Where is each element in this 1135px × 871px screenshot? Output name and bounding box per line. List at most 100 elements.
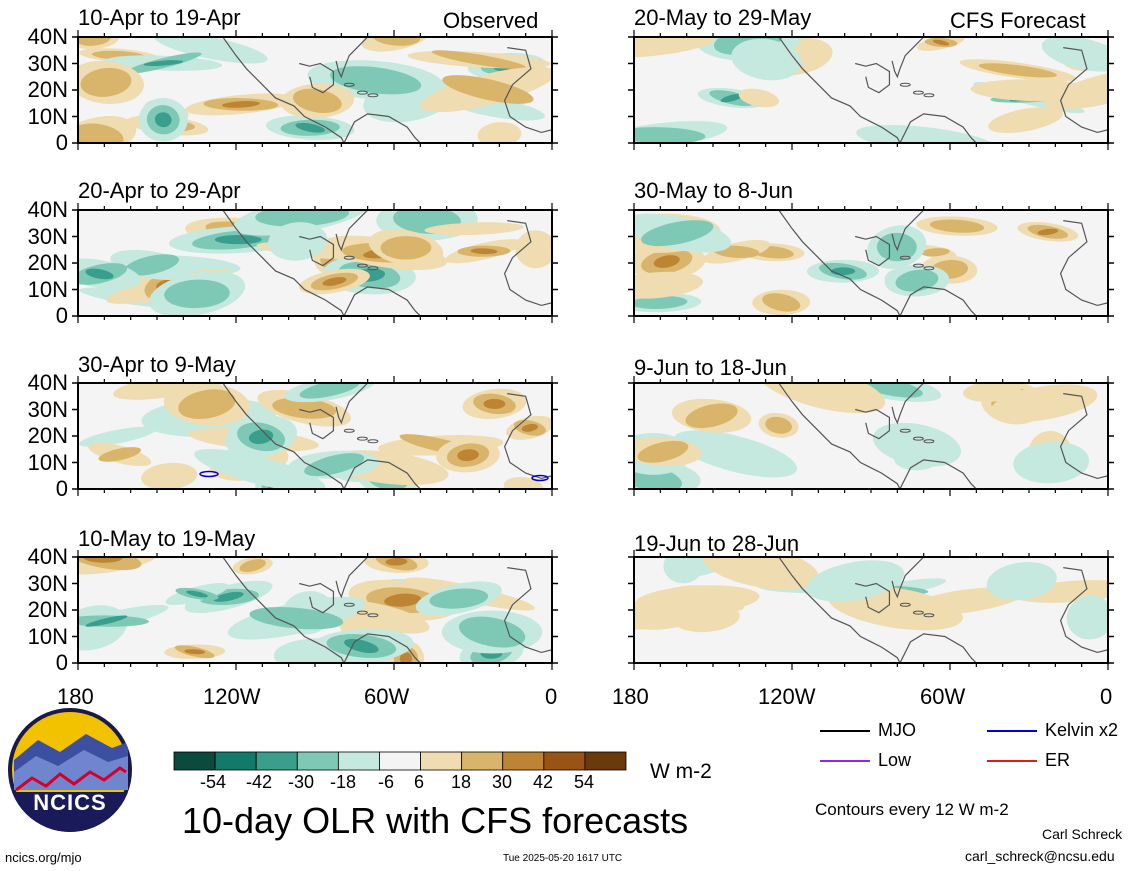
legend-low-label: Low bbox=[878, 750, 912, 770]
y-tick-label: 40N bbox=[27, 544, 68, 569]
olr-anomaly-blob bbox=[989, 384, 1098, 422]
olr-anomaly-blob bbox=[978, 63, 1057, 78]
forecast-label: CFS Forecast bbox=[950, 8, 1086, 33]
olr-anomaly-blob bbox=[141, 462, 198, 489]
coastline bbox=[343, 113, 421, 143]
olr-anomaly-blob bbox=[78, 37, 111, 46]
olr-anomaly-blob bbox=[385, 557, 408, 566]
olr-anomaly-blob bbox=[731, 38, 802, 81]
olr-anomaly-blob bbox=[634, 37, 715, 58]
olr-anomaly-blob bbox=[738, 88, 779, 108]
coastline bbox=[299, 62, 335, 94]
observed-label: Observed bbox=[443, 8, 539, 33]
olr-anomaly-blob bbox=[653, 255, 680, 268]
island bbox=[923, 266, 935, 271]
coastline bbox=[855, 62, 891, 94]
coastline bbox=[855, 582, 891, 614]
olr-anomaly-blob bbox=[429, 588, 489, 609]
olr-anomaly-blob bbox=[895, 269, 939, 292]
y-tick-label: 20N bbox=[27, 77, 68, 102]
olr-anomaly-blob bbox=[178, 389, 236, 420]
y-tick-label: 30N bbox=[27, 396, 68, 422]
contour-note: Contours every 12 W m-2 bbox=[815, 800, 1009, 819]
olr-anomaly-blob bbox=[1013, 441, 1090, 484]
coastline bbox=[299, 582, 335, 614]
y-tick-label: 0 bbox=[55, 303, 68, 328]
island bbox=[912, 610, 924, 615]
olr-panel bbox=[72, 376, 558, 496]
olr-anomaly-blob bbox=[154, 112, 172, 128]
y-tick-label: 10N bbox=[27, 449, 68, 475]
island bbox=[356, 436, 368, 441]
coastline bbox=[855, 235, 891, 267]
y-tick-label: 40N bbox=[27, 370, 68, 395]
olr-anomaly-blob bbox=[986, 562, 1057, 601]
coastline bbox=[891, 37, 925, 79]
coastline bbox=[1059, 47, 1108, 134]
y-tick-label: 20N bbox=[27, 597, 68, 622]
island bbox=[923, 613, 935, 618]
y-tick-label: 30N bbox=[27, 223, 68, 249]
coastline bbox=[503, 220, 552, 307]
x-tick-0-right: 0 bbox=[1100, 684, 1113, 709]
email[interactable]: carl_schreck@ncsu.edu bbox=[965, 848, 1115, 864]
colorbar-swatch bbox=[461, 751, 504, 771]
olr-anomaly-blob bbox=[239, 559, 266, 573]
coastline bbox=[335, 210, 369, 252]
coastline bbox=[778, 210, 901, 316]
island bbox=[367, 266, 379, 271]
colorbar-label: -54 bbox=[200, 772, 227, 792]
x-tick-180-left: 180 bbox=[57, 684, 94, 709]
colorbar-swatch bbox=[296, 751, 339, 771]
island bbox=[923, 93, 935, 98]
olr-anomaly-blob bbox=[268, 222, 328, 261]
kelvin-contour bbox=[199, 470, 219, 478]
olr-anomaly-blob bbox=[634, 271, 704, 299]
olr-anomaly-blob bbox=[184, 649, 206, 655]
olr-anomaly-blob bbox=[641, 220, 714, 247]
olr-anomaly-blob bbox=[344, 638, 379, 654]
olr-panel bbox=[72, 203, 558, 323]
colorbar-swatch bbox=[420, 751, 463, 771]
island bbox=[899, 255, 911, 260]
olr-anomaly-blob bbox=[673, 430, 798, 478]
olr-anomaly-blob bbox=[80, 67, 132, 97]
olr-anomaly-blob bbox=[893, 445, 941, 471]
island bbox=[343, 255, 355, 260]
coastline bbox=[891, 210, 925, 252]
coastline bbox=[899, 633, 977, 663]
x-tick-0-left: 0 bbox=[545, 684, 558, 709]
olr-anomaly-blob bbox=[295, 122, 326, 133]
olr-anomaly-blob bbox=[685, 403, 738, 429]
olr-anomaly-blob bbox=[330, 66, 422, 95]
olr-anomaly-blob bbox=[634, 295, 688, 309]
olr-anomaly-blob bbox=[876, 232, 917, 262]
olr-anomaly-blob bbox=[113, 383, 230, 400]
olr-anomaly-blob bbox=[483, 398, 506, 409]
colorbar-swatch bbox=[337, 751, 380, 771]
olr-anomaly-blob bbox=[1037, 228, 1059, 236]
olr-panel bbox=[72, 30, 558, 150]
olr-anomaly-blob bbox=[124, 254, 180, 276]
island bbox=[923, 439, 935, 444]
y-tick-label: 10N bbox=[27, 623, 68, 649]
y-tick-label: 40N bbox=[27, 197, 68, 222]
site-link[interactable]: ncics.org/mjo bbox=[5, 850, 82, 865]
olr-anomaly-blob bbox=[637, 440, 689, 463]
y-tick-label: 0 bbox=[55, 476, 68, 501]
olr-panel bbox=[628, 30, 1114, 150]
coastline bbox=[335, 37, 369, 79]
coastline bbox=[503, 567, 552, 654]
y-tick-label: 10N bbox=[27, 276, 68, 302]
olr-anomaly-blob bbox=[849, 383, 923, 398]
olr-anomaly-blob bbox=[85, 268, 114, 280]
olr-anomaly-blob bbox=[380, 236, 432, 260]
olr-anomaly-blob bbox=[214, 235, 262, 245]
coastline bbox=[222, 557, 345, 663]
panel-title-obs-4: 10-May to 19-May bbox=[78, 526, 256, 551]
olr-anomaly-blob bbox=[186, 590, 208, 598]
coastline bbox=[222, 383, 345, 489]
coastline bbox=[778, 383, 901, 489]
coastline bbox=[335, 383, 369, 425]
